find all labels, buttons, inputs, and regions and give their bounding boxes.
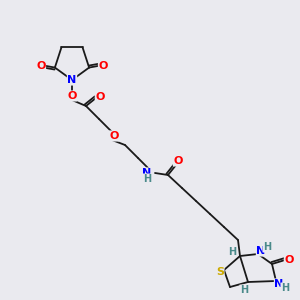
Text: H: H <box>228 247 236 257</box>
Text: N: N <box>142 168 152 178</box>
Text: H: H <box>240 285 248 295</box>
Text: O: O <box>67 91 77 101</box>
Text: O: O <box>36 61 46 70</box>
Text: S: S <box>216 267 224 277</box>
Text: O: O <box>284 255 294 265</box>
Text: H: H <box>143 174 151 184</box>
Text: N: N <box>68 75 76 85</box>
Text: O: O <box>173 156 183 166</box>
Text: H: H <box>281 283 289 293</box>
Text: N: N <box>256 246 266 256</box>
Text: O: O <box>95 92 105 102</box>
Text: N: N <box>274 279 284 289</box>
Text: O: O <box>109 131 119 141</box>
Text: H: H <box>263 242 271 252</box>
Text: O: O <box>98 61 108 70</box>
